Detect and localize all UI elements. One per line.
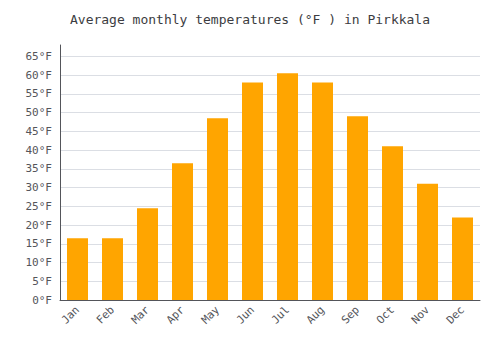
svg-text:5°F: 5°F <box>32 275 52 288</box>
svg-text:Jan: Jan <box>59 303 82 326</box>
svg-text:20°F: 20°F <box>26 219 53 232</box>
svg-text:50°F: 50°F <box>26 106 53 119</box>
svg-text:Aug: Aug <box>304 303 327 326</box>
svg-text:Oct: Oct <box>374 303 397 326</box>
svg-text:Jun: Jun <box>234 303 257 326</box>
svg-text:55°F: 55°F <box>26 87 53 100</box>
svg-text:Sep: Sep <box>339 303 362 326</box>
svg-text:10°F: 10°F <box>26 256 53 269</box>
svg-text:15°F: 15°F <box>26 237 53 250</box>
svg-text:0°F: 0°F <box>32 294 52 307</box>
svg-text:60°F: 60°F <box>26 69 53 82</box>
svg-text:Average monthly temperatures (: Average monthly temperatures (°F ) in Pi… <box>70 12 430 27</box>
svg-text:Apr: Apr <box>164 303 187 326</box>
svg-text:40°F: 40°F <box>26 144 53 157</box>
svg-text:Jul: Jul <box>269 303 292 326</box>
svg-text:Mar: Mar <box>129 303 152 326</box>
svg-text:May: May <box>199 303 222 326</box>
svg-text:25°F: 25°F <box>26 200 53 213</box>
svg-text:30°F: 30°F <box>26 181 53 194</box>
svg-text:Dec: Dec <box>444 303 467 326</box>
svg-text:45°F: 45°F <box>26 125 53 138</box>
svg-text:35°F: 35°F <box>26 162 53 175</box>
svg-text:65°F: 65°F <box>26 50 53 63</box>
svg-text:Feb: Feb <box>94 303 117 326</box>
svg-text:Nov: Nov <box>409 303 432 326</box>
